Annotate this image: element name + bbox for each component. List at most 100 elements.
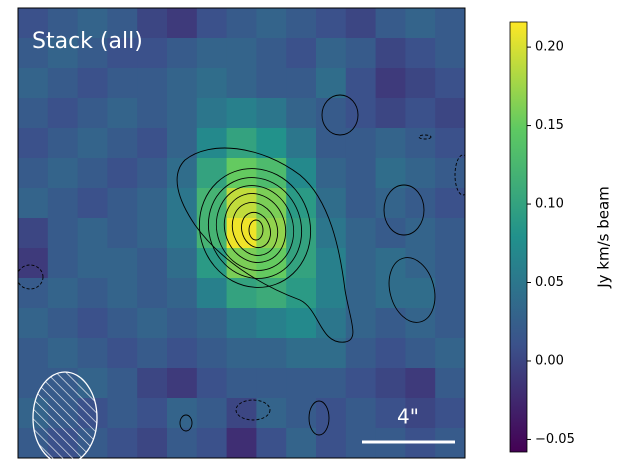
heatmap	[18, 8, 465, 458]
heatmap-cell	[167, 38, 198, 69]
contours	[18, 94, 465, 436]
heatmap-cell	[345, 278, 377, 309]
heatmap-cell	[405, 128, 436, 159]
heatmap-cell	[226, 68, 257, 99]
heatmap-cell	[345, 188, 377, 219]
heatmap-cell	[345, 158, 377, 189]
heatmap-cell	[405, 68, 436, 99]
heatmap-cell	[196, 338, 228, 369]
heatmap-cell	[256, 38, 287, 69]
heatmap-cell	[226, 308, 257, 339]
heatmap-cell	[316, 98, 347, 129]
heatmap-cell	[435, 248, 465, 279]
heatmap-cell	[345, 38, 377, 69]
heatmap-cell	[107, 158, 138, 189]
heatmap-cell	[226, 368, 257, 399]
colorbar-tick-label: 0.20	[535, 40, 564, 55]
heatmap-cell	[286, 188, 317, 219]
beam	[32, 371, 98, 465]
heatmap-cell	[345, 368, 377, 399]
heatmap-cell	[107, 278, 138, 309]
heatmap-cell	[137, 68, 168, 99]
heatmap-cell	[375, 68, 406, 99]
heatmap-cell	[375, 98, 406, 129]
heatmap-cell	[196, 98, 228, 129]
heatmap-cell	[435, 188, 465, 219]
heatmap-cell	[196, 428, 228, 458]
heatmap-cell	[316, 428, 347, 458]
heatmap-cell	[256, 308, 287, 339]
heatmap-cell	[107, 368, 138, 399]
heatmap-cell	[405, 38, 436, 69]
heatmap-cell	[77, 338, 108, 369]
heatmap-cell	[435, 38, 465, 69]
heatmap-cell	[316, 368, 347, 399]
heatmap-cell	[77, 68, 108, 99]
colorbar	[509, 21, 528, 453]
heatmap-cell	[286, 278, 317, 309]
heatmap-cell	[18, 8, 49, 39]
heatmap-cell	[375, 248, 406, 279]
heatmap-cell	[345, 308, 377, 339]
heatmap-cell	[47, 128, 79, 159]
heatmap-cell	[167, 428, 198, 458]
heatmap-cell	[167, 338, 198, 369]
heatmap-cell	[137, 8, 168, 39]
heatmap-cell	[316, 38, 347, 69]
heatmap-cell	[316, 158, 347, 189]
heatmap-cell	[345, 248, 377, 279]
heatmap-cell	[316, 128, 347, 159]
heatmap-cell	[107, 218, 138, 249]
heatmap-cell	[345, 98, 377, 129]
heatmap-cell	[137, 158, 168, 189]
heatmap-cell	[435, 308, 465, 339]
heatmap-cell	[316, 308, 347, 339]
heatmap-cell	[47, 188, 79, 219]
heatmap-cell	[435, 8, 465, 39]
heatmap-cell	[107, 338, 138, 369]
heatmap-cell	[18, 218, 49, 249]
heatmap-cell	[286, 38, 317, 69]
heatmap-cell	[18, 128, 49, 159]
heatmap-cell	[375, 38, 406, 69]
heatmap-cell	[18, 158, 49, 189]
heatmap-cell	[435, 368, 465, 399]
heatmap-cell	[137, 38, 168, 69]
heatmap-cell	[77, 218, 108, 249]
heatmap-cell	[47, 8, 79, 39]
heatmap-cell	[375, 128, 406, 159]
heatmap-cell	[137, 128, 168, 159]
heatmap-cell	[77, 38, 108, 69]
heatmap-cell	[77, 8, 108, 39]
heatmap-cell	[256, 278, 287, 309]
heatmap-cell	[405, 398, 436, 429]
heatmap-cell	[196, 8, 228, 39]
heatmap-cell	[47, 278, 79, 309]
heatmap-cell	[256, 98, 287, 129]
heatmap-cell	[316, 218, 347, 249]
heatmap-cell	[77, 128, 108, 159]
heatmap-cell	[316, 278, 347, 309]
heatmap-cell	[196, 398, 228, 429]
heatmap-cell	[286, 158, 317, 189]
heatmap-cell	[77, 158, 108, 189]
heatmap-cell	[256, 128, 287, 159]
heatmap-cell	[435, 398, 465, 429]
heatmap-cell	[77, 188, 108, 219]
heatmap-cell	[107, 8, 138, 39]
heatmap-cell	[316, 188, 347, 219]
heatmap-cell	[286, 128, 317, 159]
heatmap-cell	[435, 128, 465, 159]
heatmap-cell	[167, 278, 198, 309]
heatmap-cell	[167, 8, 198, 39]
heatmap-cell	[167, 158, 198, 189]
heatmap-cell	[405, 158, 436, 189]
heatmap-cell	[226, 338, 257, 369]
heatmap-cell	[107, 128, 138, 159]
heatmap-cell	[47, 338, 79, 369]
heatmap-cell	[107, 68, 138, 99]
heatmap-cell	[167, 218, 198, 249]
heatmap-cell	[47, 98, 79, 129]
heatmap-cell	[405, 368, 436, 399]
heatmap-cell	[256, 398, 287, 429]
